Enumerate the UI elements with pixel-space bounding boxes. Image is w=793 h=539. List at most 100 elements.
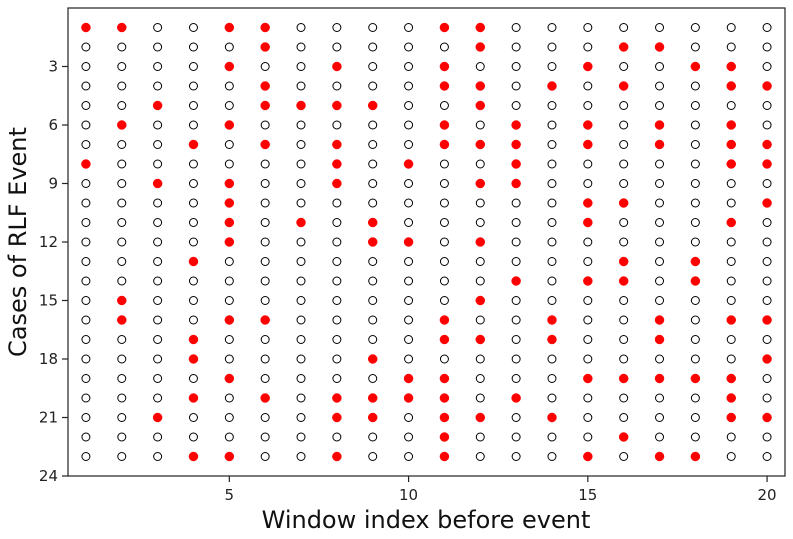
data-point-marked <box>475 42 486 52</box>
data-point-unmarked <box>404 198 414 208</box>
data-point-marked <box>403 237 414 247</box>
data-point-unmarked <box>368 23 378 32</box>
data-point-unmarked <box>153 393 163 403</box>
data-point-unmarked <box>81 393 91 403</box>
data-point-unmarked <box>117 179 127 188</box>
data-point-marked <box>654 373 665 384</box>
data-point-unmarked <box>260 198 270 208</box>
data-point-unmarked <box>583 413 593 422</box>
data-point-unmarked <box>547 218 557 227</box>
data-point-unmarked <box>619 101 629 110</box>
data-point-marked <box>367 412 378 423</box>
data-point-unmarked <box>690 23 700 32</box>
data-point-marked <box>618 198 629 208</box>
data-point-marked <box>188 354 199 364</box>
data-point-unmarked <box>475 354 485 364</box>
data-point-unmarked <box>188 159 198 169</box>
data-point-unmarked <box>583 393 593 403</box>
data-point-unmarked <box>475 159 485 169</box>
data-point-unmarked <box>117 159 127 169</box>
data-point-unmarked <box>655 159 665 169</box>
data-point-unmarked <box>690 237 700 247</box>
data-point-marked <box>439 139 450 150</box>
data-point-marked <box>726 159 736 169</box>
data-point-unmarked <box>153 23 163 32</box>
data-point-unmarked <box>153 296 163 305</box>
data-point-unmarked <box>404 179 414 188</box>
data-point-unmarked <box>153 159 163 169</box>
data-point-unmarked <box>655 257 665 266</box>
data-point-unmarked <box>619 393 629 403</box>
data-point-unmarked <box>547 237 557 247</box>
data-point-unmarked <box>511 354 521 364</box>
data-point-marked <box>547 315 557 325</box>
data-point-marked <box>511 139 521 150</box>
data-point-unmarked <box>726 237 736 247</box>
data-point-marked <box>188 334 199 345</box>
data-point-marked <box>367 354 378 364</box>
data-point-unmarked <box>296 120 306 130</box>
x-axis-title: Window index before event <box>262 506 591 534</box>
data-point-marked <box>547 334 557 345</box>
data-point-unmarked <box>690 393 700 403</box>
data-point-unmarked <box>511 413 521 422</box>
data-point-unmarked <box>296 315 306 325</box>
y-tick-label: 24 <box>39 467 58 485</box>
data-point-marked <box>296 217 306 228</box>
data-point-marked <box>618 81 629 91</box>
data-point-marked <box>224 373 235 384</box>
data-point-marked <box>188 393 199 403</box>
data-point-unmarked <box>224 432 234 442</box>
data-point-unmarked <box>260 354 270 364</box>
data-point-unmarked <box>404 23 414 32</box>
data-point-marked <box>260 139 270 150</box>
data-point-marked <box>439 412 450 423</box>
data-point-unmarked <box>260 413 270 422</box>
data-point-marked <box>583 276 593 286</box>
data-point-unmarked <box>117 335 127 344</box>
data-point-unmarked <box>368 42 378 52</box>
data-point-marked <box>332 159 342 169</box>
data-point-marked <box>332 451 342 462</box>
data-point-unmarked <box>547 101 557 110</box>
data-point-marked <box>475 178 486 189</box>
data-point-unmarked <box>547 374 557 383</box>
data-point-unmarked <box>511 237 521 247</box>
data-point-unmarked <box>726 354 736 364</box>
data-point-marked <box>260 81 270 91</box>
data-point-unmarked <box>511 42 521 52</box>
data-point-unmarked <box>511 335 521 344</box>
data-point-unmarked <box>655 296 665 305</box>
data-point-unmarked <box>655 413 665 422</box>
data-point-unmarked <box>188 315 198 325</box>
data-point-unmarked <box>117 101 127 110</box>
data-point-unmarked <box>583 315 593 325</box>
data-point-marked <box>511 159 521 169</box>
data-point-marked <box>117 22 127 33</box>
data-point-unmarked <box>690 101 700 110</box>
data-point-marked <box>762 354 772 364</box>
data-point-unmarked <box>296 276 306 286</box>
data-point-unmarked <box>762 296 772 305</box>
data-point-marked <box>654 334 665 345</box>
data-point-unmarked <box>726 452 736 461</box>
data-point-unmarked <box>117 257 127 266</box>
data-point-marked <box>224 61 235 72</box>
data-point-unmarked <box>619 315 629 325</box>
data-point-marked <box>332 178 342 189</box>
data-point-marked <box>439 120 450 130</box>
data-point-marked <box>654 139 665 150</box>
data-point-unmarked <box>762 374 772 383</box>
data-point-unmarked <box>762 276 772 286</box>
data-point-unmarked <box>260 335 270 344</box>
data-point-marked <box>654 315 665 325</box>
data-point-unmarked <box>511 198 521 208</box>
data-point-unmarked <box>655 432 665 442</box>
data-point-marked <box>583 451 593 462</box>
data-point-unmarked <box>475 62 485 71</box>
data-point-unmarked <box>117 393 127 403</box>
data-point-unmarked <box>153 120 163 130</box>
data-point-unmarked <box>332 374 342 383</box>
data-point-marked <box>188 451 199 462</box>
data-point-marked <box>332 393 342 403</box>
